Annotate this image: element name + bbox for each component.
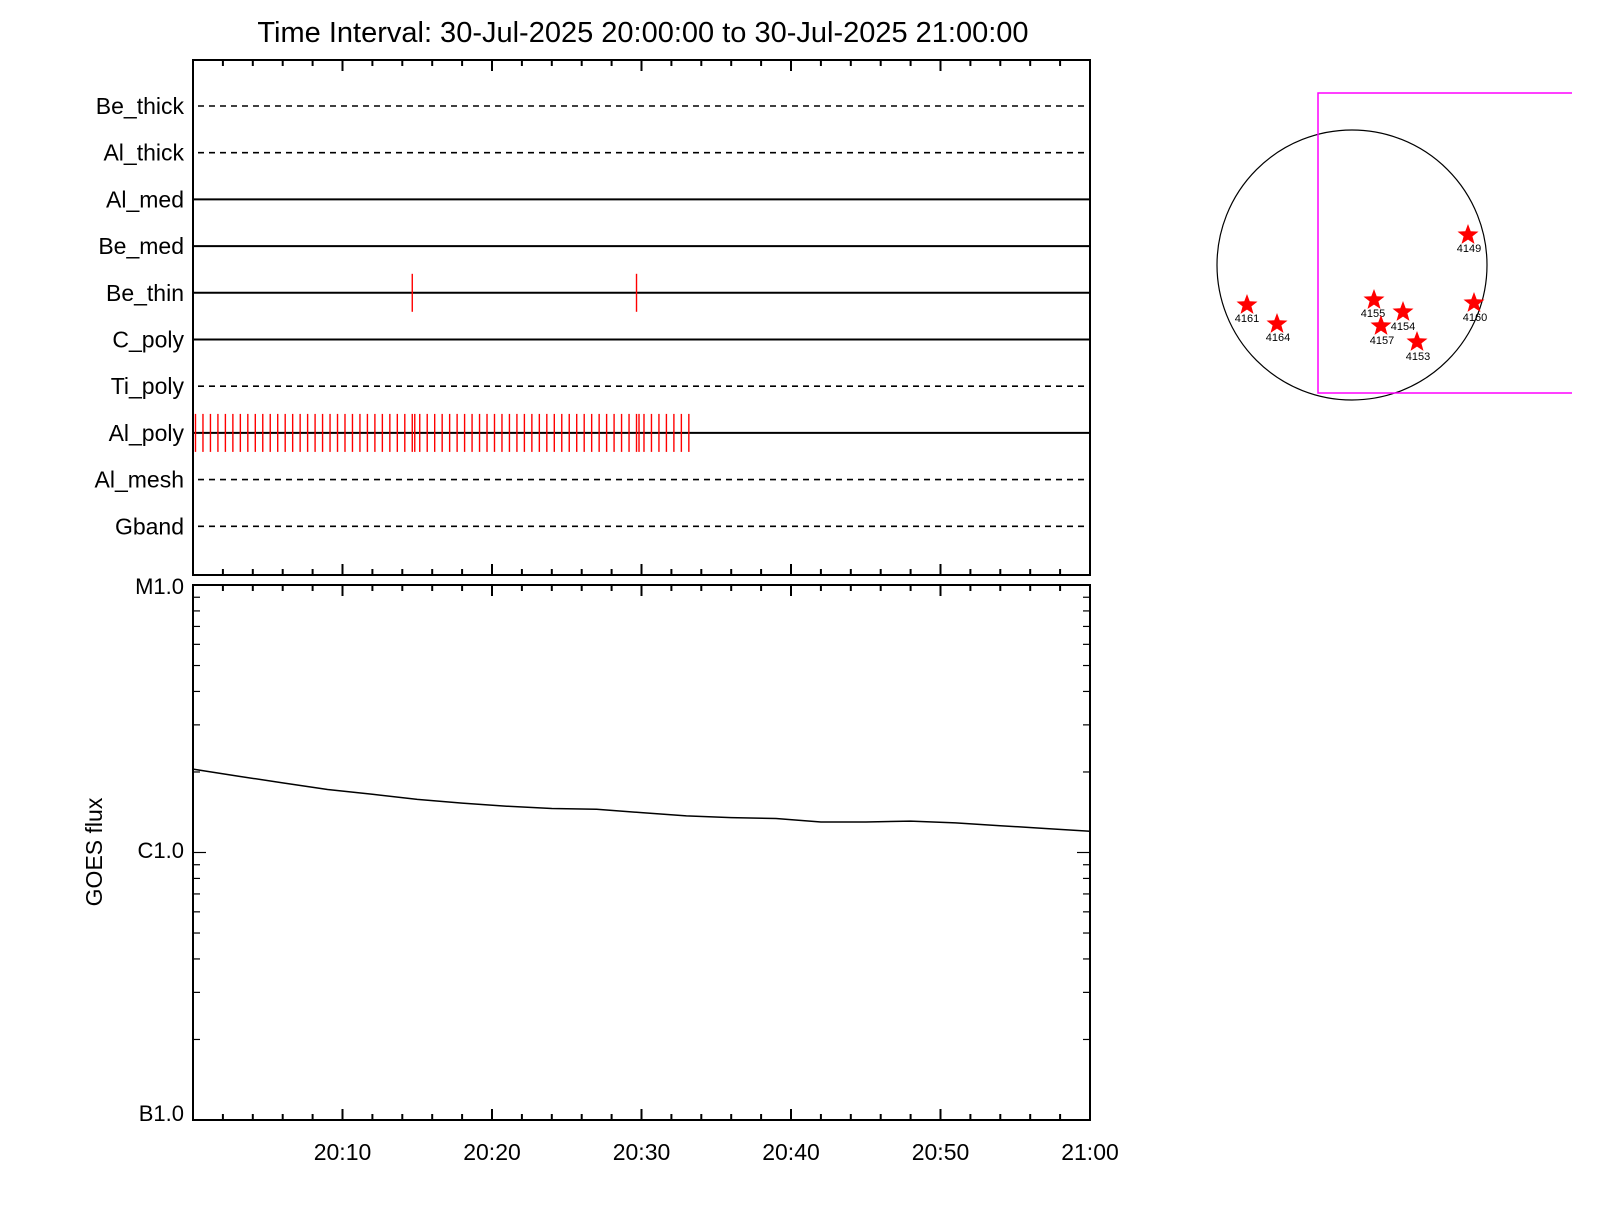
goes-ticks [193, 585, 1090, 1121]
region-label: 4149 [1457, 243, 1481, 255]
region-label: 4161 [1235, 313, 1259, 325]
active-region: 4153 [1406, 331, 1430, 363]
active-region: 4155 [1361, 289, 1385, 320]
goes-x-tick-labels: 20:10 20:20 20:30 20:40 20:50 21:00 [314, 1139, 1119, 1165]
region-label: 4155 [1361, 308, 1385, 320]
y-tick-label-m1: M1.0 [135, 574, 184, 599]
star-icon [1392, 301, 1414, 321]
star-icon [1406, 331, 1428, 351]
timeline-frame [192, 59, 1091, 576]
channel-row: Be_thin [106, 273, 1090, 312]
region-label: 4153 [1406, 351, 1430, 363]
star-icon [1370, 315, 1392, 335]
star-icon [1463, 292, 1485, 312]
solar-disk [1216, 129, 1488, 401]
chart-title: Time Interval: 30-Jul-2025 20:00:00 to 3… [257, 17, 1028, 49]
channel-row: Al_med [106, 186, 1090, 212]
channel-row: Al_thick [103, 140, 1086, 166]
x-tick-label: 20:20 [463, 1139, 521, 1165]
star-icon [1236, 294, 1258, 314]
star-icon [1457, 224, 1479, 244]
channel-label: Al_mesh [95, 467, 184, 493]
goes-flux-panel: M1.0 C1.0 B1.0 GOES flux 20:10 20:20 20:30… [81, 574, 1119, 1165]
active-region: 4161 [1235, 294, 1259, 325]
channel-timeline-panel: Be_thick Al_thick Al_med Be_med Be_thin C_pol… [95, 59, 1091, 576]
channel-label: Be_thick [96, 93, 185, 119]
region-label: 4164 [1266, 332, 1290, 344]
goes-y-axis-label: GOES flux [81, 797, 107, 906]
active-region: 4157 [1370, 315, 1394, 347]
channel-row: Be_thick [96, 93, 1086, 119]
active-regions: 4149 4161 4164 4155 4154 4157 4153 4160 [1235, 224, 1487, 363]
y-tick-label-b1: B1.0 [139, 1101, 184, 1126]
x-tick-label: 20:50 [912, 1139, 970, 1165]
x-tick-label: 20:10 [314, 1139, 372, 1165]
x-tick-label: 20:30 [613, 1139, 671, 1165]
channel-row: C_poly [112, 327, 1090, 353]
active-region: 4160 [1463, 292, 1487, 324]
x-tick-label: 20:40 [762, 1139, 820, 1165]
channel-label: C_poly [112, 327, 184, 353]
active-region: 4164 [1266, 313, 1290, 344]
y-tick-label-c1: C1.0 [138, 838, 184, 863]
channel-label: Ti_poly [111, 373, 185, 399]
region-label: 4154 [1391, 321, 1415, 333]
field-of-view-box [1317, 92, 1572, 394]
channel-rows: Be_thick Al_thick Al_med Be_med Be_thin C_pol… [95, 93, 1090, 539]
channel-row: Al_poly [109, 413, 1090, 452]
channel-row: Al_mesh [95, 467, 1086, 493]
channel-label: Be_thin [106, 280, 184, 306]
channel-row: Gband [115, 513, 1086, 539]
goes-y-tick-labels: M1.0 C1.0 B1.0 [135, 574, 184, 1126]
region-label: 4160 [1463, 312, 1487, 324]
x-tick-label: 21:00 [1061, 1139, 1119, 1165]
region-label: 4157 [1370, 335, 1394, 347]
active-region: 4154 [1391, 301, 1415, 333]
sun-map: 4149 4161 4164 4155 4154 4157 4153 4160 [1216, 92, 1572, 401]
goes-frame [192, 584, 1091, 1121]
channel-row: Ti_poly [111, 373, 1086, 399]
goes-flux-line [192, 768, 1091, 833]
channel-label: Al_poly [109, 420, 185, 446]
channel-label: Al_med [106, 186, 184, 212]
timeline-ticks [221, 60, 1062, 575]
channel-label: Gband [115, 513, 184, 539]
star-icon [1363, 289, 1385, 309]
channel-label: Al_thick [103, 140, 184, 166]
channel-label: Be_med [98, 233, 184, 259]
star-icon [1266, 313, 1288, 333]
active-region: 4149 [1457, 224, 1481, 255]
channel-row: Be_med [98, 233, 1090, 259]
